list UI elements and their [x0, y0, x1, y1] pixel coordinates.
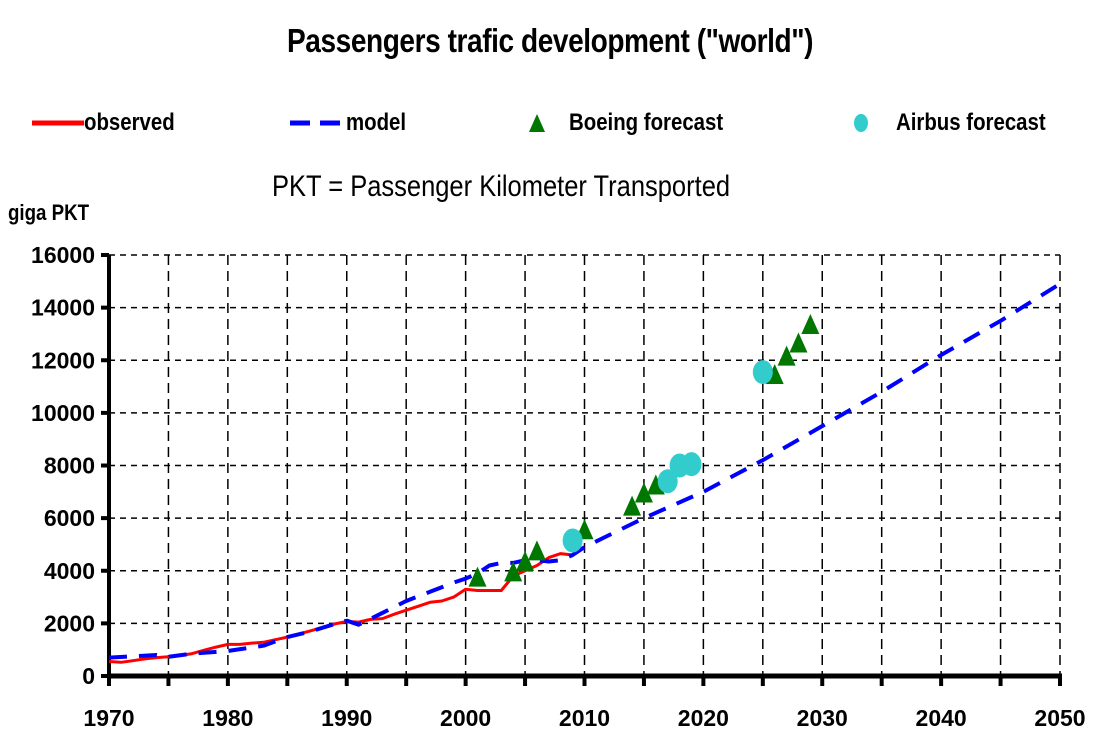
- airbus-forecast-point: [562, 528, 583, 553]
- legend-label: model: [346, 109, 407, 136]
- legend-label: observed: [84, 109, 175, 136]
- y-tick-label: 0: [82, 663, 95, 689]
- x-tick-label: 2040: [916, 705, 967, 731]
- x-tick-label: 2010: [559, 705, 610, 731]
- triangle-icon: [529, 114, 545, 132]
- boeing-forecast-point: [516, 550, 535, 571]
- x-tick-label: 2030: [797, 705, 848, 731]
- airbus-forecast-point: [681, 452, 702, 477]
- dashed-line-icon: [290, 120, 346, 126]
- y-tick-label: 4000: [44, 558, 95, 584]
- x-tick-label: 2020: [678, 705, 729, 731]
- airbus-forecast-point: [752, 360, 773, 385]
- boeing-forecast-point: [527, 540, 546, 561]
- series-airbus-forecast: [562, 360, 773, 553]
- y-tick-label: 10000: [31, 400, 95, 426]
- boeing-forecast-point: [646, 474, 665, 495]
- y-tick-label: 2000: [44, 610, 95, 636]
- boeing-forecast-point: [801, 314, 820, 335]
- legend-item-observed: observed: [32, 105, 191, 141]
- gridlines: [109, 254, 1061, 676]
- x-tick-label: 1970: [83, 705, 134, 731]
- y-tick-label: 14000: [31, 295, 95, 321]
- boeing-forecast-point: [634, 482, 653, 503]
- y-tick-label: 6000: [44, 505, 95, 531]
- legend-item-boeing: Boeing forecast: [527, 105, 750, 141]
- x-tick-label: 2050: [1034, 705, 1085, 731]
- airbus-forecast-point: [657, 469, 678, 494]
- y-tick-label: 12000: [31, 347, 95, 373]
- solid-line-icon: [32, 120, 84, 126]
- circle-icon: [854, 114, 868, 132]
- series-boeing-forecast: [468, 314, 820, 587]
- y-axis-label: giga PKT: [8, 200, 90, 225]
- y-tick-label: 16000: [31, 242, 95, 268]
- legend-label: Boeing forecast: [569, 109, 724, 136]
- legend: observed model Boeing forecast Airbus fo…: [0, 105, 1100, 141]
- boeing-forecast-point: [504, 561, 523, 582]
- y-tick-label: 8000: [44, 453, 95, 479]
- boeing-forecast-point: [468, 566, 487, 587]
- boeing-forecast-point: [623, 495, 642, 516]
- boeing-forecast-point: [777, 345, 796, 366]
- chart-title: Passengers trafic development ("world"): [287, 22, 813, 59]
- x-tick-label: 2000: [440, 705, 491, 731]
- x-tick-label: 1980: [202, 705, 253, 731]
- legend-item-model: model: [290, 105, 417, 141]
- chart-subtitle: PKT = Passenger Kilometer Transported: [272, 170, 731, 203]
- legend-label: Airbus forecast: [896, 109, 1046, 136]
- boeing-forecast-point: [789, 332, 808, 353]
- legend-item-airbus: Airbus forecast: [852, 105, 1072, 141]
- x-tick-label: 1990: [321, 705, 372, 731]
